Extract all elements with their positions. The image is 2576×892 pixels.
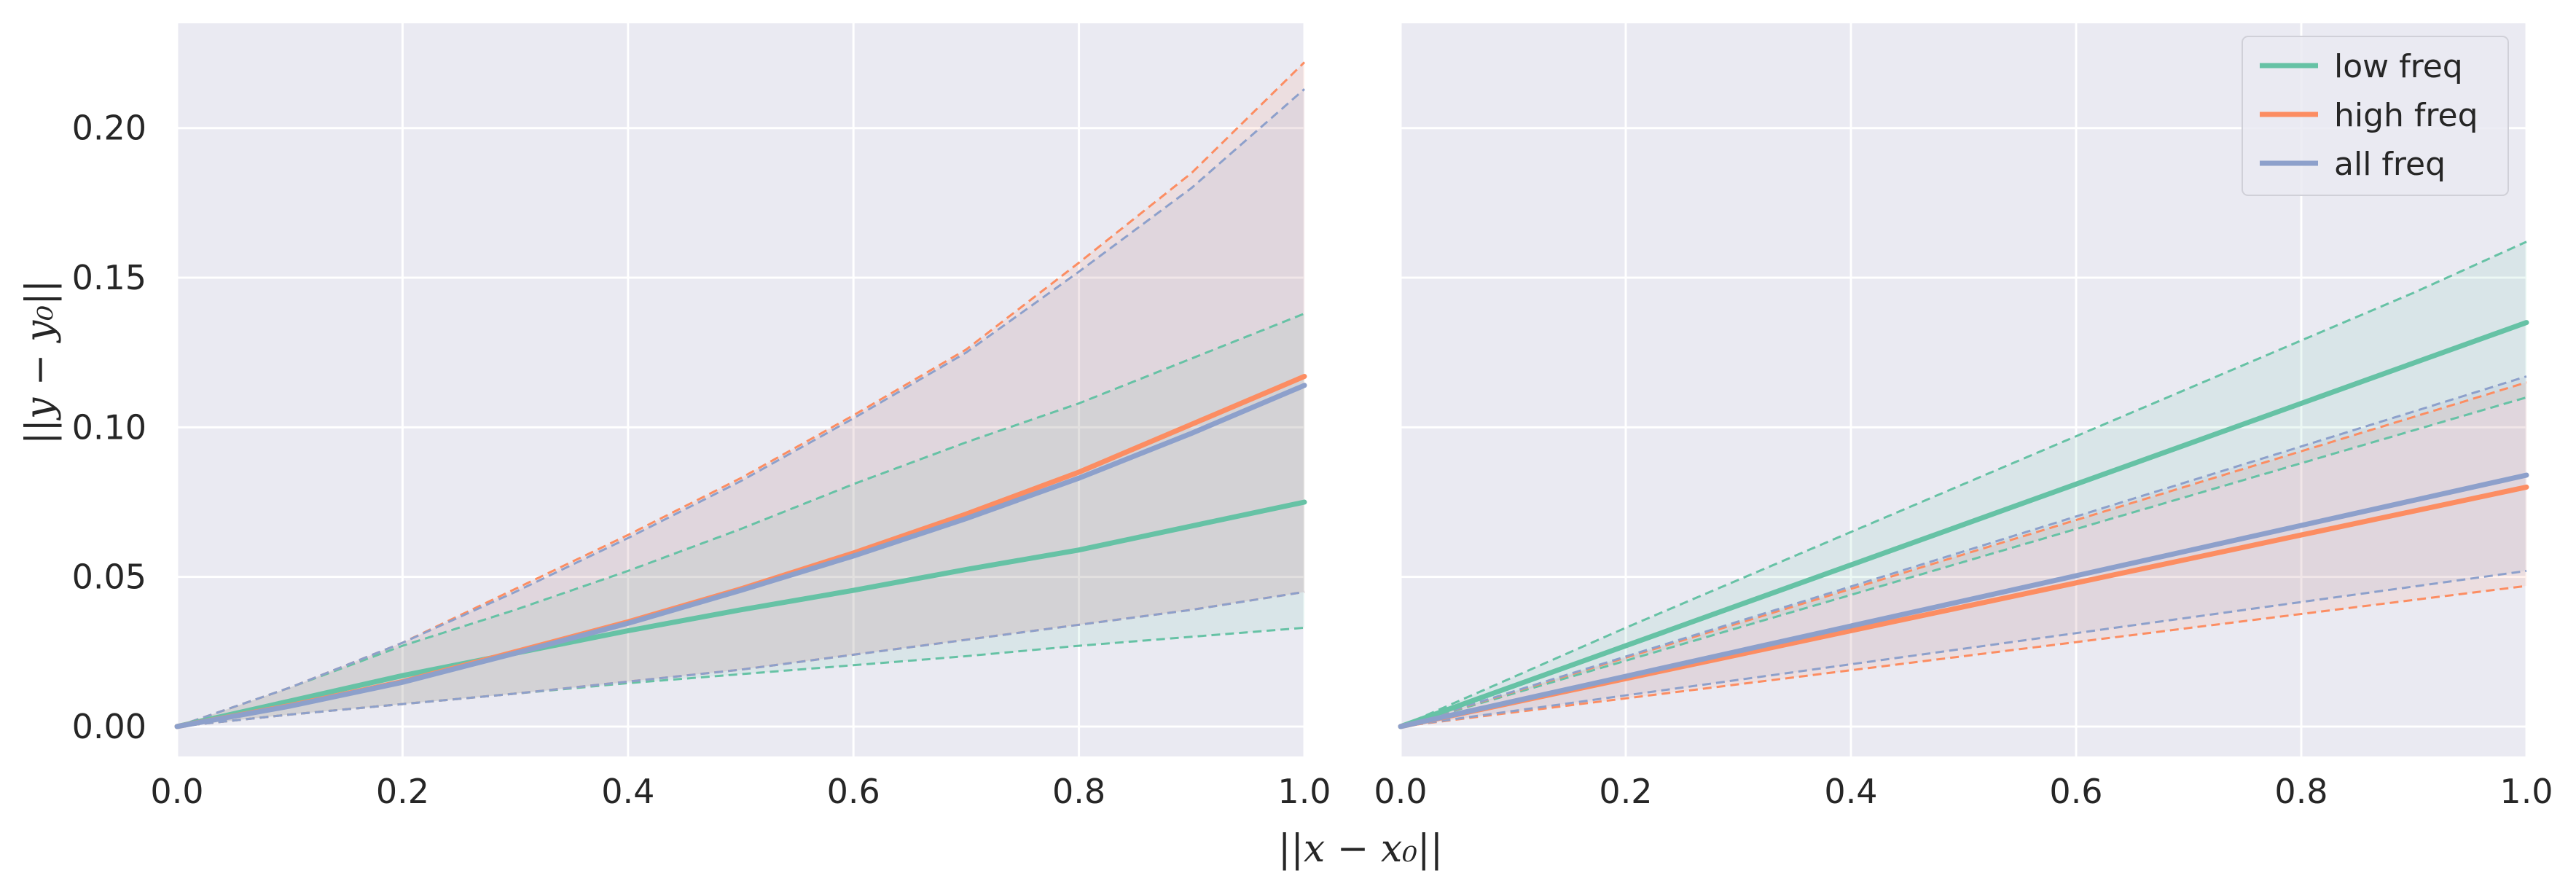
upper-bound-all-freq (1400, 375, 2527, 728)
mean-line-all-freq (1398, 472, 2529, 729)
x-tick-label: 0.0 (150, 772, 203, 811)
upper-bound-all-freq (176, 88, 1305, 728)
lower-bound-all-freq (176, 590, 1305, 728)
y-tick-label: 0.20 (72, 109, 146, 148)
legend-label-all-freq: all freq (2334, 146, 2446, 183)
x-tick-label: 0.2 (376, 772, 429, 811)
upper-bound-low-freq (176, 312, 1305, 728)
x-tick-label: 0.6 (827, 772, 880, 811)
x-tick-label: 0.4 (1824, 772, 1877, 811)
band-all-freq (177, 89, 1304, 727)
lower-bound-low-freq (176, 626, 1305, 728)
x-tick-label: 0.4 (601, 772, 654, 811)
x-tick-label: 0.6 (2049, 772, 2102, 811)
legend-label-low-freq: low freq (2334, 48, 2463, 85)
y-tick-label: 0.15 (72, 258, 146, 297)
lower-bound-high-freq (1400, 584, 2527, 728)
x-tick-label: 1.0 (1277, 772, 1331, 811)
x-tick-label: 0.8 (1052, 772, 1105, 811)
mean-line-all-freq (174, 383, 1307, 729)
x-tick-label: 0.8 (2274, 772, 2328, 811)
band-low-freq (177, 313, 1304, 727)
y-tick-label: 0.05 (72, 558, 146, 597)
plot-background (177, 23, 1304, 756)
mean-line-low-freq (1398, 320, 2529, 729)
y-tick-label: 0.00 (72, 707, 146, 746)
legend-frame (2242, 36, 2509, 196)
legend-label-high-freq: high freq (2334, 97, 2478, 134)
upper-bound-low-freq (1400, 240, 2527, 728)
mean-line-low-freq (174, 499, 1307, 729)
x-axis-label: ||x − x₀|| (1278, 827, 1443, 871)
lower-bound-low-freq (1400, 396, 2527, 728)
legend: low freq high freq all freq (2242, 36, 2509, 196)
x-tick-label: 1.0 (2499, 772, 2553, 811)
lower-bound-all-freq (1400, 569, 2527, 728)
y-tick-label: 0.10 (72, 407, 146, 447)
x-tick-label: 0.0 (1374, 772, 1427, 811)
y-axis-label: ||y − y₀|| (18, 280, 62, 445)
left-panel: 0.0 0.2 0.4 0.6 0.8 1.0 0.00 0.05 0.10 0.15 0.20 (72, 23, 1331, 811)
x-tick-label: 0.2 (1599, 772, 1652, 811)
